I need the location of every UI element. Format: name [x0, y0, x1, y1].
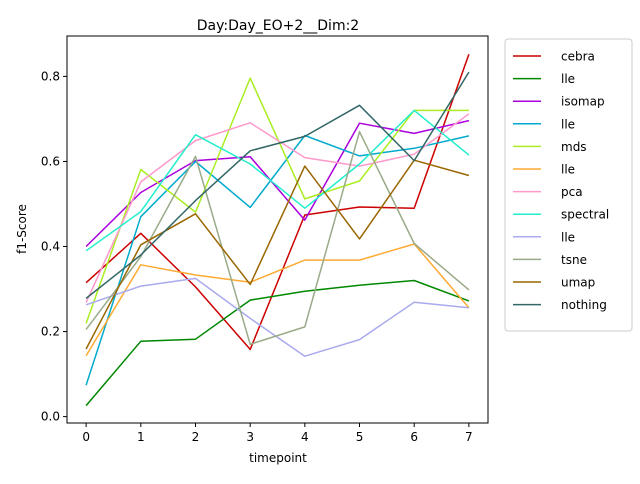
- series-line-pca: [85, 113, 470, 303]
- legend-label: lle: [561, 72, 575, 86]
- y-tick-label: 0.8: [41, 69, 60, 83]
- y-tick-label: 0.6: [41, 154, 60, 168]
- legend-label: tsne: [561, 253, 587, 267]
- y-tick-label: 0.4: [41, 240, 60, 254]
- series-line-lle: [85, 134, 470, 386]
- series-layer: [85, 54, 470, 407]
- x-axis: 0 1 2 3 4 5 6 7: [82, 423, 473, 444]
- x-axis-label: timepoint: [249, 451, 307, 465]
- legend-label: lle: [561, 230, 575, 244]
- x-tick-label: 7: [465, 430, 473, 444]
- y-tick-label: 0.0: [41, 410, 60, 424]
- legend-label: mds: [561, 140, 587, 154]
- legend-label: pca: [561, 185, 583, 199]
- x-tick-label: 2: [192, 430, 200, 444]
- legend-label: isomap: [561, 95, 605, 109]
- y-axis: 0.0 0.2 0.4 0.6 0.8: [41, 69, 67, 424]
- legend-label: lle: [561, 163, 575, 177]
- plot-frame: [66, 35, 489, 424]
- series-line-lle: [85, 279, 470, 407]
- x-tick-label: 5: [356, 430, 364, 444]
- legend: cebra lle isomap lle mds lle pca spectral lle tsn…: [504, 38, 633, 332]
- x-tick-label: 1: [137, 430, 145, 444]
- legend-label: umap: [561, 276, 595, 290]
- y-axis-label: f1-Score: [15, 204, 29, 254]
- series-line-mds: [85, 77, 469, 324]
- x-tick-label: 6: [410, 430, 418, 444]
- series-line-cebra: [85, 54, 470, 351]
- x-tick-label: 4: [301, 430, 309, 444]
- legend-label: nothing: [561, 298, 607, 312]
- chart-title: Day:Day_EO+2__Dim:2: [197, 18, 359, 34]
- series-line-umap: [85, 159, 470, 350]
- legend-label: spectral: [561, 208, 609, 222]
- series-line-spectral: [85, 109, 470, 252]
- series-line-nothing: [85, 71, 470, 299]
- series-line-lle: [85, 243, 470, 357]
- legend-label: cebra: [561, 50, 595, 64]
- series-line-isomap: [85, 119, 470, 248]
- legend-frame: [504, 38, 633, 332]
- legend-label: lle: [561, 117, 575, 131]
- series-line-lle: [85, 277, 469, 357]
- x-tick-label: 0: [82, 430, 90, 444]
- x-tick-label: 3: [246, 430, 254, 444]
- y-tick-label: 0.2: [41, 325, 60, 339]
